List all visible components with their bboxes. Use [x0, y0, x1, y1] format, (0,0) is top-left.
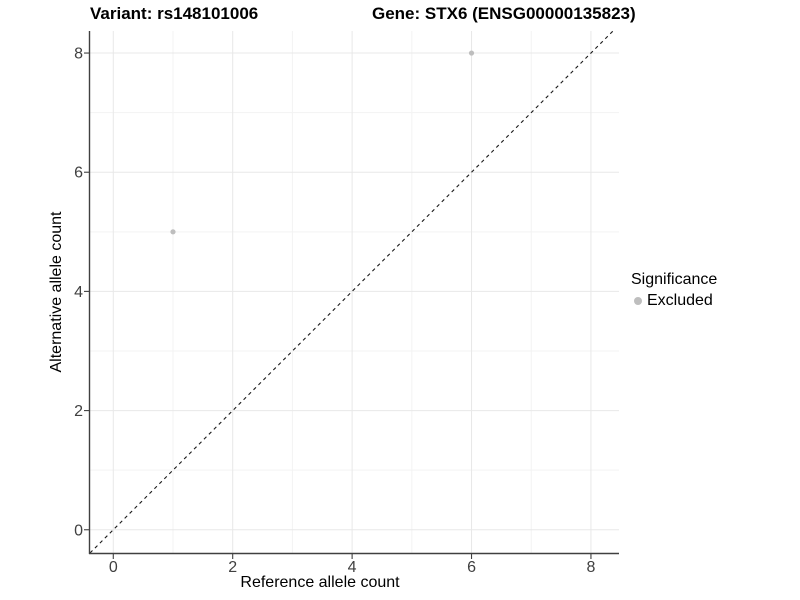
legend: Significance Excluded [631, 271, 717, 310]
x-tick-label: 4 [348, 559, 357, 576]
y-tick-label: 6 [74, 165, 83, 182]
y-tick-label: 0 [74, 522, 83, 539]
plot-title-gene: Gene: STX6 (ENSG00000135823) [372, 4, 636, 23]
legend-item-excluded: Excluded [634, 292, 717, 310]
x-tick-label: 2 [228, 559, 237, 576]
y-tick-label: 2 [74, 403, 83, 420]
plot-title-variant: Variant: rs148101006 [90, 4, 259, 23]
x-tick-label: 0 [109, 559, 118, 576]
x-tick-label: 6 [467, 559, 476, 576]
identity-dashed-line [89, 30, 614, 554]
circle-icon [634, 297, 642, 305]
y-tick-label: 8 [74, 46, 83, 63]
data-point [170, 229, 176, 235]
data-point [468, 50, 475, 56]
legend-title: Significance [631, 271, 718, 288]
x-axis-title: Reference allele count [240, 574, 400, 591]
y-tick-label: 4 [74, 284, 83, 301]
x-tick-label: 8 [586, 559, 595, 576]
legend-item-label: Excluded [647, 292, 713, 309]
